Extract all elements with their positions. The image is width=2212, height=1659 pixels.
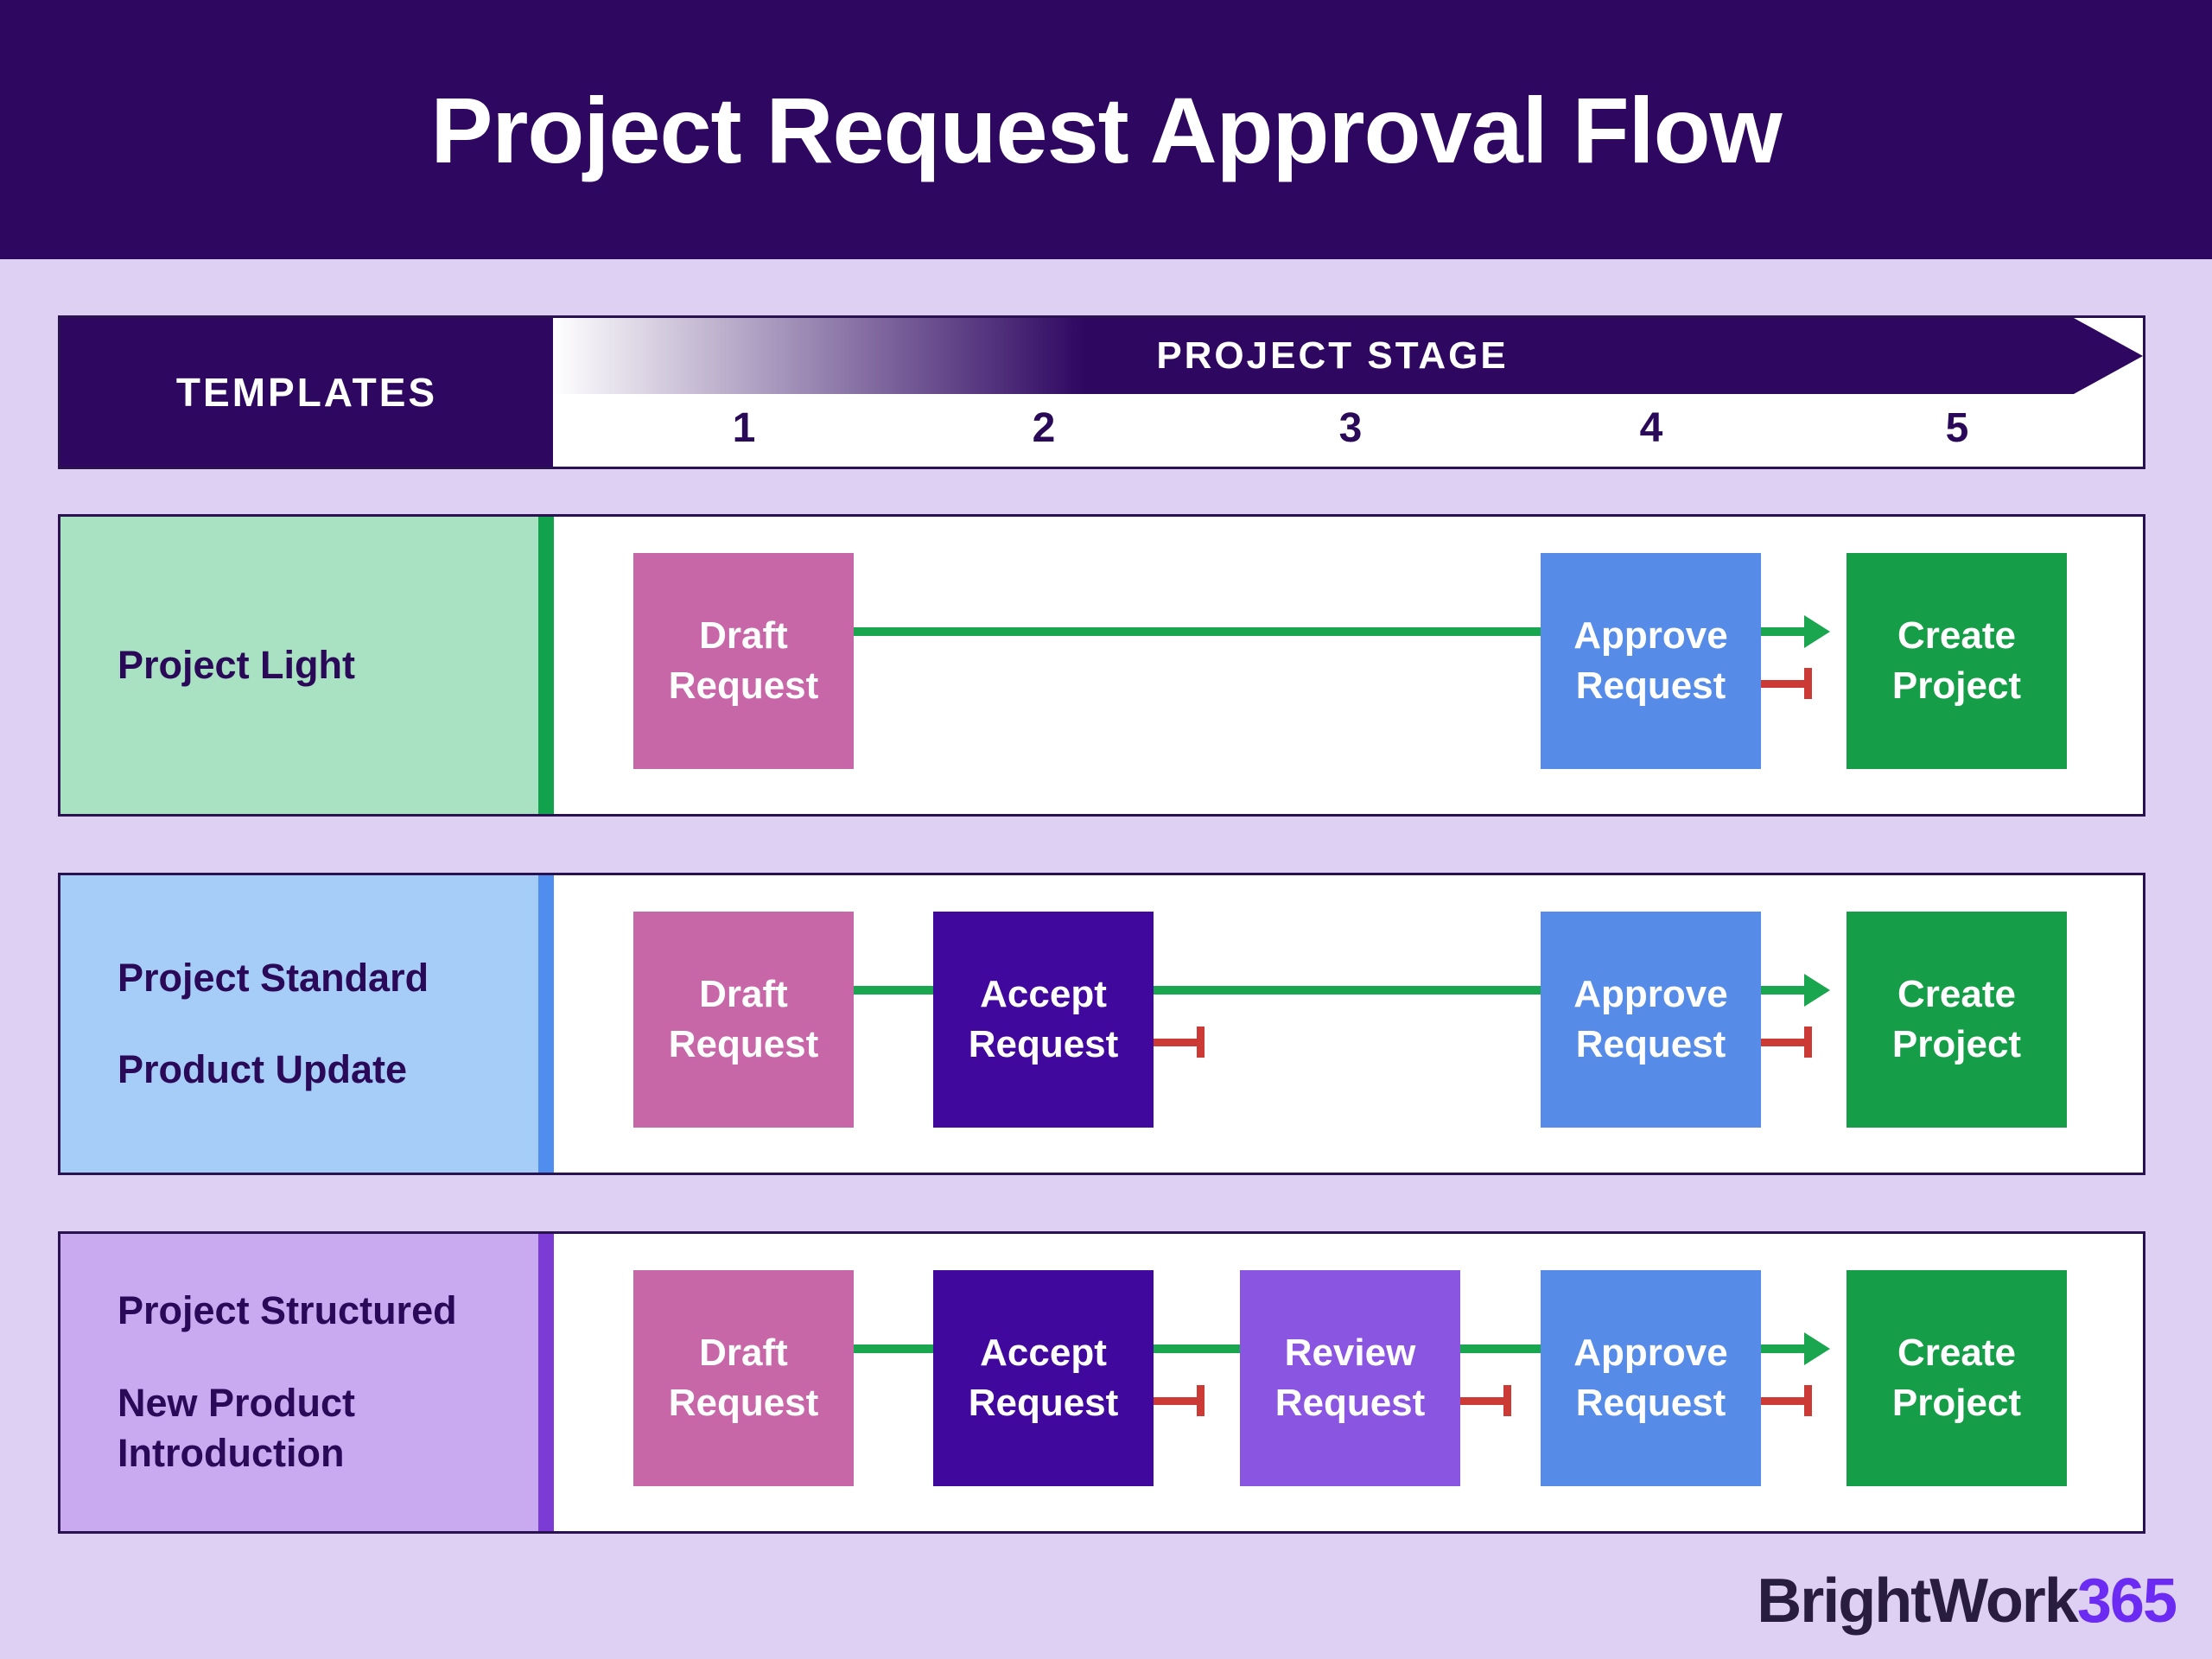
stage-header: TEMPLATES PROJECT STAGE 1 2 3 4 5 <box>58 315 2145 469</box>
template-name: Project Standard <box>118 955 429 1000</box>
step-approve-request: Approve Request <box>1541 912 1761 1128</box>
approve-line <box>854 986 933 995</box>
approve-line <box>854 627 1541 636</box>
stage-number-strip: 1 2 3 4 5 <box>553 394 2143 467</box>
template-label-cell: Project Light <box>60 517 538 814</box>
lane-project-structured: Project Structured New Product Introduct… <box>58 1231 2145 1534</box>
lane-project-light: Project Light Draft Request Approve Requ… <box>58 514 2145 817</box>
stage-number-2: 2 <box>1032 405 1056 451</box>
reject-line <box>1761 1039 1804 1046</box>
templates-label: TEMPLATES <box>175 370 438 415</box>
reject-stop-icon <box>1804 668 1812 699</box>
template-name: Product Update <box>118 1047 408 1091</box>
banner-arrow-tip-icon <box>2074 318 2143 394</box>
approve-line <box>1761 1344 1804 1353</box>
reject-line <box>1460 1397 1503 1405</box>
reject-line <box>1761 680 1804 688</box>
approve-arrow-icon <box>1804 615 1830 648</box>
approve-line <box>1154 1344 1240 1353</box>
lane-accent-strip <box>538 875 554 1173</box>
step-draft-request: Draft Request <box>633 553 854 769</box>
title-banner: Project Request Approval Flow <box>0 0 2212 259</box>
template-name: Project Structured <box>118 1288 457 1333</box>
reject-stop-icon <box>1503 1385 1511 1416</box>
step-review-request: Review Request <box>1240 1270 1460 1486</box>
template-name: New Product Introduction <box>118 1380 356 1476</box>
page-title: Project Request Approval Flow <box>430 77 1782 182</box>
step-draft-request: Draft Request <box>633 1270 854 1486</box>
stage-number-3: 3 <box>1338 405 1363 451</box>
stage-number-4: 4 <box>1639 405 1663 451</box>
reject-stop-icon <box>1804 1385 1812 1416</box>
step-create-project: Create Project <box>1847 1270 2067 1486</box>
approve-line <box>1761 986 1804 995</box>
lane-project-standard: Project Standard Product Update Draft Re… <box>58 873 2145 1175</box>
stage-number-5: 5 <box>1945 405 1969 451</box>
reject-stop-icon <box>1197 1027 1205 1058</box>
step-draft-request: Draft Request <box>633 912 854 1128</box>
logo-suffix-text: 365 <box>2076 1567 2177 1636</box>
step-accept-request: Accept Request <box>933 912 1154 1128</box>
templates-header-cell: TEMPLATES <box>60 318 553 467</box>
template-name: Project Light <box>118 642 356 687</box>
stage-number-1: 1 <box>732 405 756 451</box>
reject-line <box>1154 1397 1197 1405</box>
template-label-cell: Project Standard Product Update <box>60 875 538 1173</box>
approve-line <box>854 1344 933 1353</box>
approve-arrow-icon <box>1804 974 1830 1007</box>
approve-arrow-icon <box>1804 1332 1830 1365</box>
approve-line <box>1460 1344 1541 1353</box>
approve-line <box>1154 986 1541 995</box>
project-stage-label: PROJECT STAGE <box>1156 334 1509 377</box>
reject-stop-icon <box>1804 1027 1812 1058</box>
logo-brand-text: BrightWork <box>1757 1567 2079 1636</box>
brightwork365-logo: BrightWork365 <box>1757 1566 2177 1637</box>
step-accept-request: Accept Request <box>933 1270 1154 1486</box>
lane-accent-strip <box>538 517 554 814</box>
flow-area: Draft Request Approve Request Create Pro… <box>554 517 2143 814</box>
approve-line <box>1761 627 1804 636</box>
step-approve-request: Approve Request <box>1541 553 1761 769</box>
flow-area: Draft Request Accept Request Review Requ… <box>554 1234 2143 1531</box>
flow-area: Draft Request Accept Request Approve Req… <box>554 875 2143 1173</box>
reject-stop-icon <box>1197 1385 1205 1416</box>
reject-line <box>1154 1039 1197 1046</box>
reject-line <box>1761 1397 1804 1405</box>
step-create-project: Create Project <box>1847 912 2067 1128</box>
lane-accent-strip <box>538 1234 554 1531</box>
template-label-cell: Project Structured New Product Introduct… <box>60 1234 538 1531</box>
step-approve-request: Approve Request <box>1541 1270 1761 1486</box>
step-create-project: Create Project <box>1847 553 2067 769</box>
project-stage-banner: PROJECT STAGE <box>553 318 2143 394</box>
